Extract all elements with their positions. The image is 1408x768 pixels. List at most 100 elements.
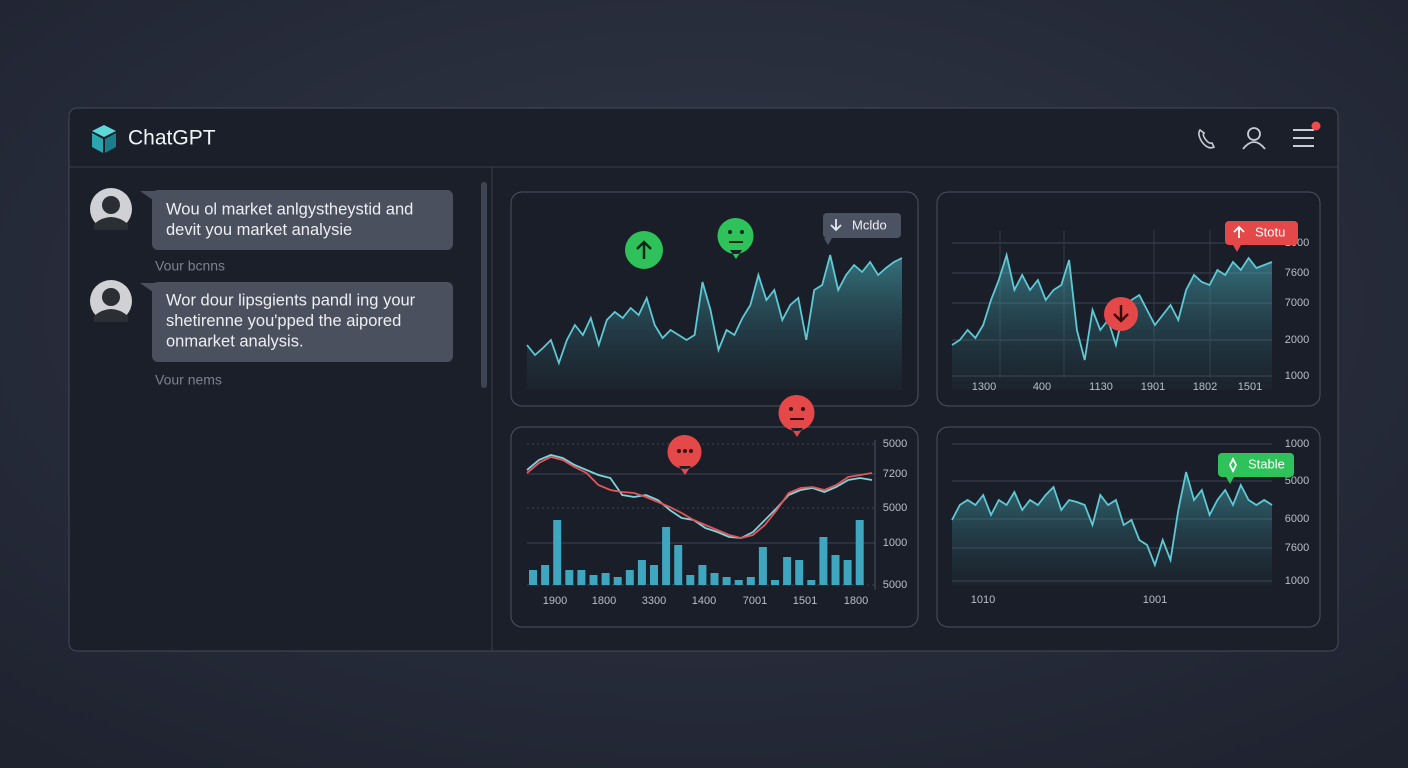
bar (855, 520, 864, 585)
x-tick-label: 3300 (642, 595, 666, 607)
x-tick-label: 1010 (971, 594, 995, 606)
bar (710, 573, 719, 585)
y-tick-label: 7600 (1285, 267, 1309, 279)
badge-label: Stotu (1255, 224, 1285, 239)
bar (771, 580, 779, 585)
avatar (90, 280, 132, 322)
message-caption: Vour nems (155, 372, 222, 388)
badge (823, 213, 901, 238)
badge-icon (1228, 456, 1238, 474)
badge (1225, 221, 1298, 245)
bar (529, 570, 537, 585)
y-tick-label: 5000 (883, 579, 907, 591)
plots: 1000 7600 7000 2000 1000 1300 400 1130 1901 1802 1… (526, 230, 1309, 607)
y-tick-label: 5000 (883, 438, 907, 450)
bar (783, 557, 792, 585)
line (526, 254, 903, 366)
y-tick-label: 7000 (1285, 297, 1309, 309)
x-tick-label: 1901 (1141, 381, 1165, 393)
app-title: ChatGPT (128, 127, 216, 150)
bar (577, 570, 586, 585)
avatar (90, 188, 132, 230)
x-tick-label: 1800 (592, 595, 616, 607)
badge (1218, 453, 1294, 477)
bar (843, 560, 852, 585)
bar (734, 580, 743, 585)
bar (686, 575, 695, 585)
bar (722, 577, 731, 585)
bar (662, 527, 671, 585)
bar (698, 565, 707, 585)
y-tick-label: 7200 (883, 468, 907, 480)
message-text: shetirenne you'pped the aipored (166, 312, 401, 330)
bar (795, 560, 804, 585)
bar (613, 577, 622, 585)
line (526, 456, 873, 539)
y-tick-label: 1000 (1285, 370, 1309, 382)
bar (807, 580, 816, 585)
line (951, 471, 1273, 568)
x-tick-label: 7001 (743, 595, 767, 607)
area (527, 255, 902, 390)
y-tick-label: 5000 (883, 502, 907, 514)
x-tick-label: 1130 (1089, 381, 1113, 393)
x-tick-label: 1802 (1193, 381, 1217, 393)
bar (758, 547, 767, 585)
bar (746, 577, 755, 585)
x-tick-label: 1800 (844, 595, 868, 607)
area (952, 472, 1272, 585)
sad-badge (778, 395, 815, 437)
x-tick-label: 1501 (793, 595, 817, 607)
menu-icon[interactable] (1293, 129, 1314, 147)
y-tick-label: 6000 (1285, 513, 1309, 525)
message-text: devit you market analysie (166, 221, 352, 239)
line (951, 251, 1273, 361)
y-tick-label: 2000 (1285, 334, 1309, 346)
bar (565, 570, 574, 585)
bar (819, 537, 828, 585)
y-tick-label: 1000 (883, 537, 907, 549)
line (526, 454, 873, 539)
badge-label: Mcldo (852, 217, 887, 232)
message-text: Wor dour lipsgients pandl ing your (166, 291, 416, 309)
x-tick-label: 400 (1033, 381, 1051, 393)
x-tick-label: 1501 (1238, 381, 1262, 393)
message-caption: Vour bcnns (155, 258, 225, 274)
message-text: onmarket analysis. (166, 332, 304, 350)
chat-bubble (152, 282, 453, 362)
user-icon[interactable] (1242, 127, 1266, 150)
down-badge (1104, 297, 1138, 331)
bar (650, 565, 658, 585)
bar (553, 520, 562, 585)
chat-bubble (152, 190, 453, 250)
badge-label: Stable (1248, 456, 1285, 471)
bar (637, 560, 646, 585)
phone-icon[interactable] (1198, 128, 1216, 149)
bar (625, 570, 634, 585)
sad-badge (667, 435, 702, 475)
chart-panel (510, 426, 919, 628)
x-tick-label: 1400 (692, 595, 716, 607)
notification-dot (1311, 121, 1321, 131)
badge-tail (824, 238, 832, 245)
badge-tail (1233, 245, 1241, 252)
bar (541, 565, 550, 585)
neutral-badge (717, 218, 754, 259)
bar (674, 545, 683, 585)
bar (589, 575, 598, 585)
down-icon (830, 219, 842, 232)
y-tick-label: 7600 (1285, 542, 1309, 554)
y-tick-label: 1000 (1285, 575, 1309, 587)
logo (92, 125, 116, 153)
up-badge (625, 231, 663, 269)
scrollbar[interactable] (481, 182, 487, 388)
x-tick-label: 1001 (1143, 594, 1167, 606)
bar (601, 573, 610, 585)
y-tick-label: 5000 (1285, 475, 1309, 487)
badge-tail (1226, 477, 1234, 484)
badge-icon (1233, 225, 1245, 238)
message-text: Wou ol market anlgystheystid and (166, 200, 413, 218)
bar (831, 555, 840, 585)
x-tick-label: 1300 (972, 381, 996, 393)
